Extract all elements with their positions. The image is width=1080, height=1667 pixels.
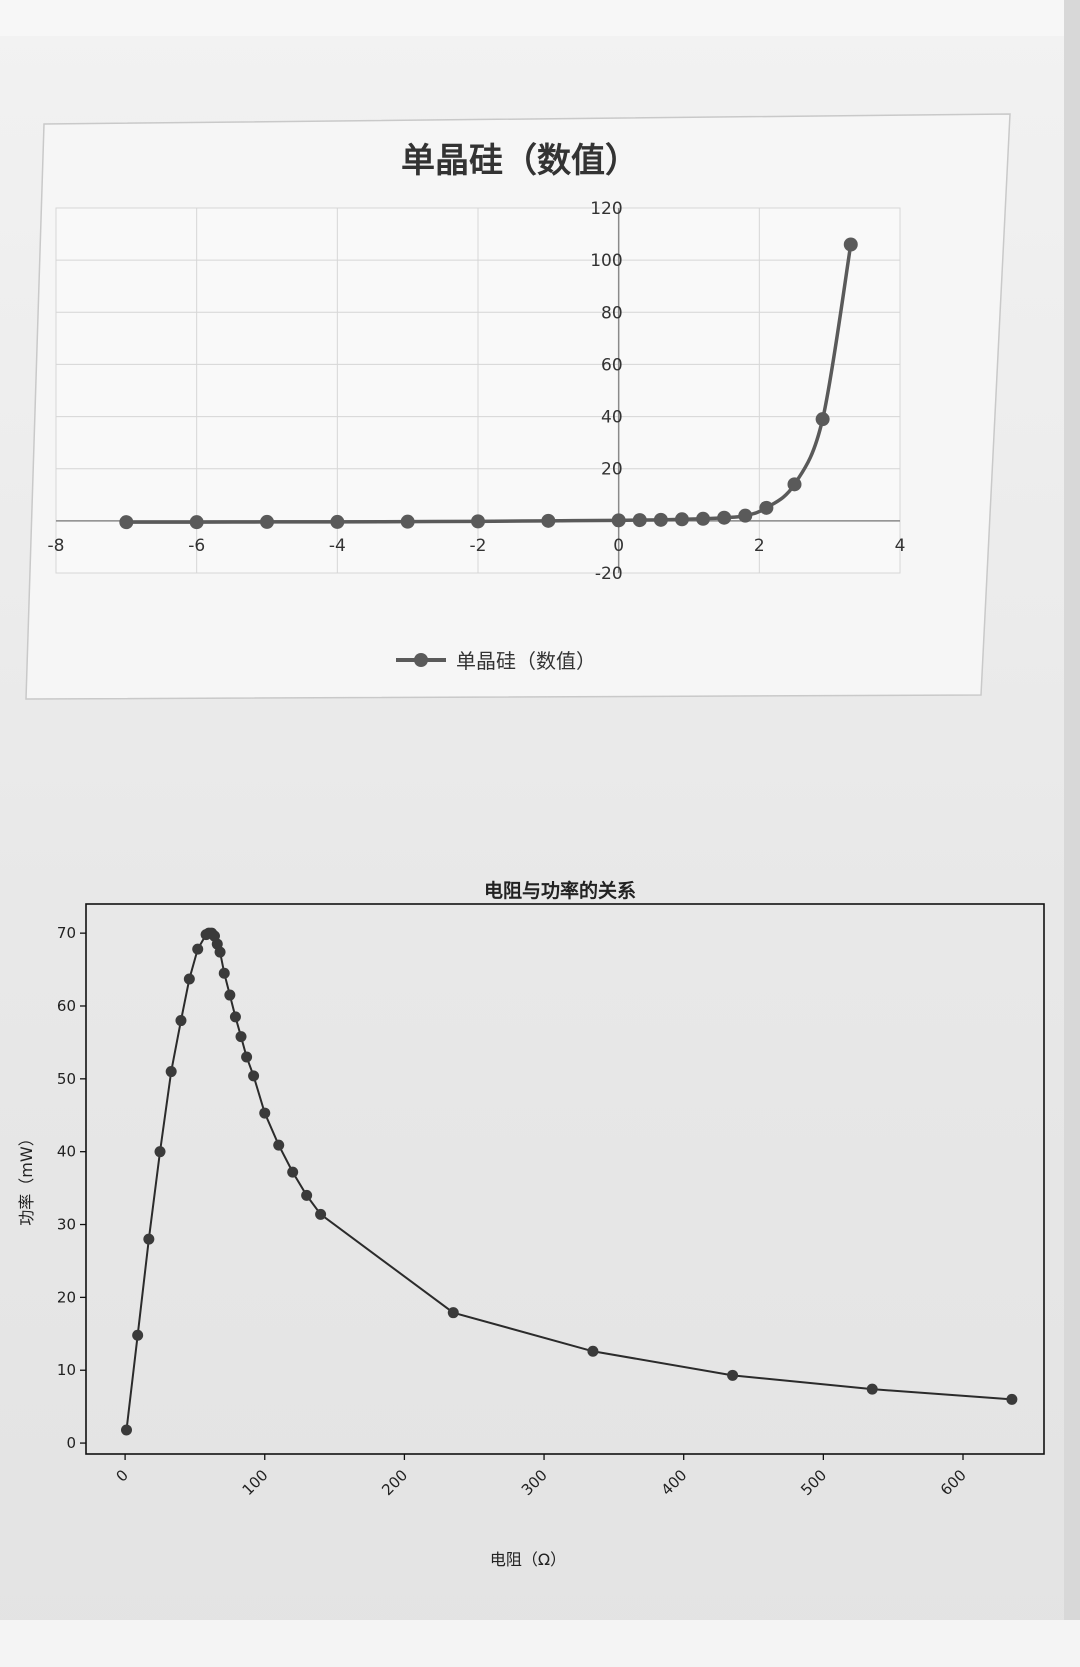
x-tick-label: 600 (937, 1466, 970, 1499)
data-point (224, 989, 236, 1001)
x-tick-label: -6 (188, 536, 205, 556)
data-point (315, 1208, 327, 1220)
data-point (143, 1233, 155, 1245)
data-point (273, 1139, 285, 1151)
y-tick-label: 100 (590, 251, 622, 271)
x-tick-label: 100 (239, 1466, 272, 1499)
data-point (120, 1424, 132, 1436)
x-tick-label: 0 (112, 1466, 131, 1485)
x-tick-label: 400 (658, 1466, 691, 1499)
data-point (541, 513, 556, 528)
data-point (248, 1070, 260, 1082)
data-point (259, 1107, 271, 1119)
plot-frame (85, 903, 1045, 1455)
x-tick-label: 2 (754, 536, 765, 556)
data-point (214, 946, 226, 958)
data-point (183, 973, 195, 985)
y-tick-label: 80 (601, 303, 623, 323)
chart-title: 电阻与功率的关系 (484, 879, 636, 902)
legend-label: 单晶硅（数值） (456, 649, 596, 673)
data-point (154, 1146, 166, 1158)
data-point (132, 1329, 144, 1341)
y-tick-label: 60 (601, 355, 623, 375)
x-tick-label: -2 (470, 536, 487, 556)
data-point (696, 511, 711, 526)
x-tick-label: -8 (48, 536, 65, 556)
y-tick-label: 40 (57, 1143, 76, 1161)
data-point (447, 1307, 459, 1319)
data-point (235, 1031, 247, 1043)
data-point (241, 1051, 253, 1063)
data-point (165, 1066, 177, 1078)
y-tick-label: 120 (590, 199, 622, 219)
data-point (192, 943, 204, 955)
data-point (843, 237, 858, 252)
bottom-strip (0, 1620, 1080, 1667)
legend-marker (414, 653, 428, 667)
data-point (119, 515, 134, 530)
x-axis-label: 电阻（Ω） (490, 1550, 566, 1569)
data-point (587, 1345, 599, 1357)
data-point (330, 514, 345, 529)
data-point (471, 514, 485, 529)
data-point (611, 513, 626, 528)
series-line (126, 244, 853, 524)
data-point (727, 1369, 739, 1381)
data-point (632, 513, 647, 528)
y-tick-label: 0 (66, 1434, 76, 1452)
data-point (717, 510, 732, 525)
top-strip (0, 0, 1080, 36)
y-tick-label: 20 (601, 460, 623, 480)
data-point (1006, 1393, 1018, 1405)
data-point (787, 477, 802, 492)
data-point (229, 1011, 241, 1023)
y-tick-label: 10 (57, 1361, 76, 1379)
x-tick-label: -4 (329, 536, 346, 556)
x-tick-label: 4 (895, 536, 906, 556)
data-point (759, 500, 774, 515)
x-tick-label: 500 (797, 1466, 830, 1499)
x-tick-label: 200 (378, 1466, 411, 1499)
x-tick-label: 0 (613, 536, 624, 556)
data-point (400, 514, 415, 529)
data-point (287, 1166, 299, 1178)
y-tick-label: 40 (601, 408, 623, 428)
y-tick-label: 70 (57, 924, 76, 942)
series-line (125, 932, 1012, 1431)
data-point (260, 514, 274, 529)
y-axis-label: 功率（mW） (17, 1130, 36, 1225)
y-tick-label: -20 (595, 564, 623, 584)
y-tick-label: 60 (57, 997, 76, 1015)
data-point (815, 412, 830, 427)
y-tick-label: 20 (57, 1288, 76, 1306)
data-point (218, 967, 230, 979)
data-point (175, 1015, 187, 1027)
data-point (189, 515, 204, 530)
resistance-power-chart-svg: 电阻与功率的关系 0 100 200 300 400 500 600 0 10 20 30 40 50 6… (17, 879, 1045, 1569)
x-tick-label: 300 (518, 1466, 551, 1499)
data-point (653, 512, 668, 527)
resistance-power-chart: 电阻与功率的关系 0 100 200 300 400 500 600 0 10 20 30 40 50 6… (0, 860, 1080, 1600)
y-tick-label: 30 (57, 1216, 76, 1234)
data-point (301, 1189, 313, 1201)
page-edge (1064, 0, 1080, 1667)
y-tick-label: 50 (57, 1070, 76, 1088)
data-point (674, 512, 689, 527)
chart-title: 单晶硅（数值） (401, 141, 639, 181)
data-point (866, 1383, 878, 1395)
data-point (738, 508, 753, 523)
